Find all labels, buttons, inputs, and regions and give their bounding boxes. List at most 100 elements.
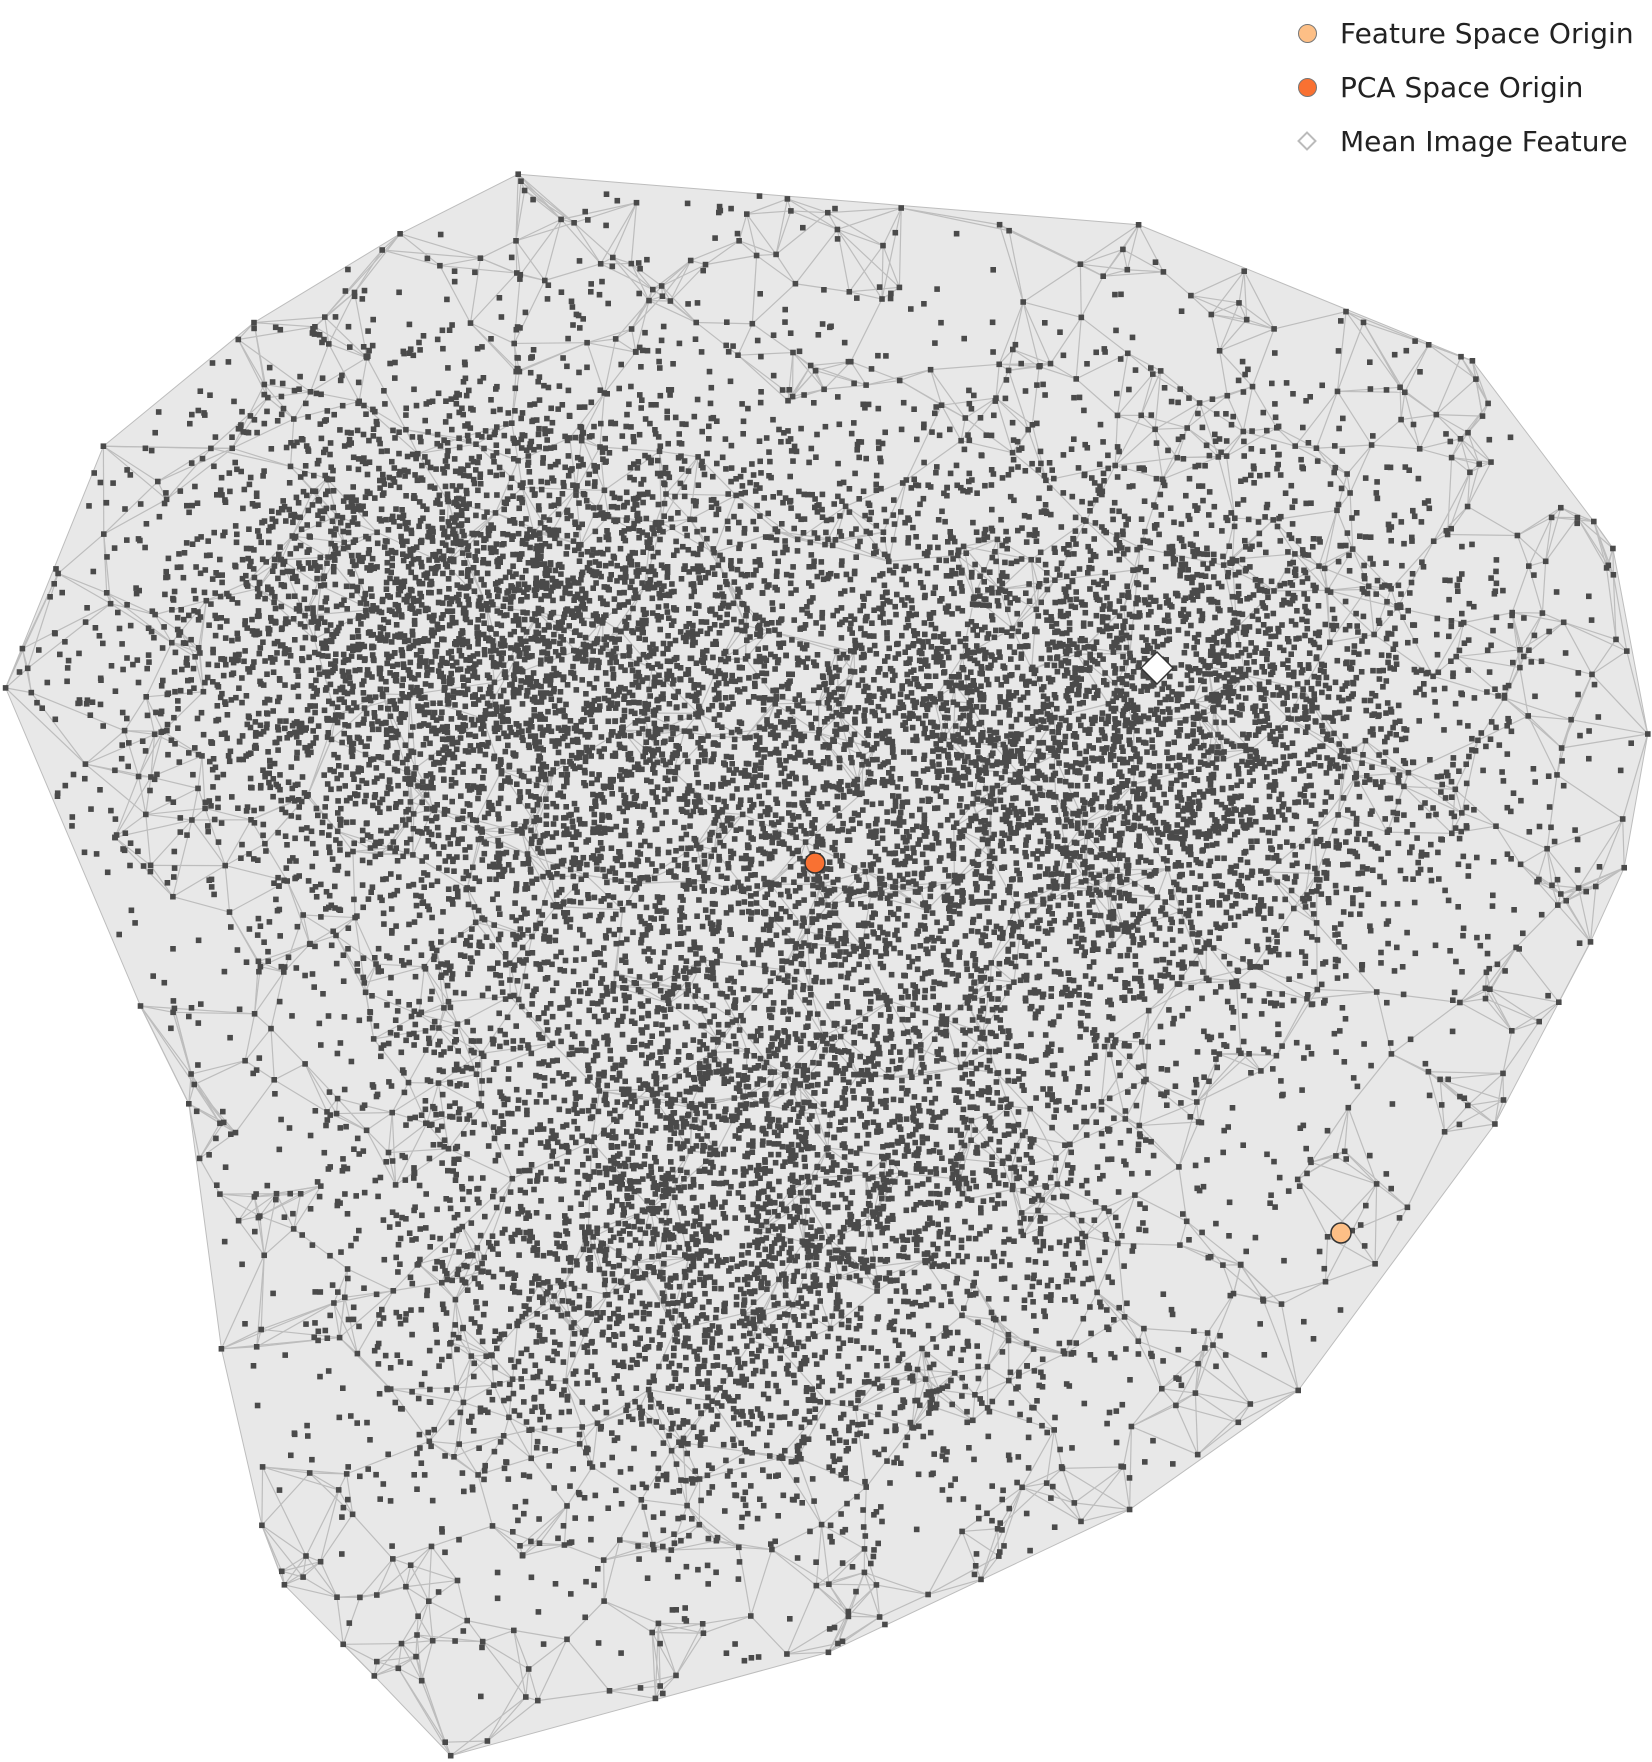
mesh-edge [1563, 621, 1617, 640]
mesh-edge [1387, 831, 1452, 834]
scatter-point [1370, 667, 1376, 674]
mesh-edge [1316, 922, 1378, 993]
mesh-edge [990, 923, 1022, 964]
scatter-point [842, 503, 849, 510]
mesh-edge [470, 272, 518, 324]
scatter-point [612, 336, 619, 342]
scatter-point [749, 320, 756, 327]
scatter-point [1341, 1148, 1348, 1155]
scatter-point [456, 435, 462, 441]
scatter-point [1216, 348, 1223, 354]
mesh-edge [1240, 1264, 1282, 1305]
scatter-point [740, 1094, 746, 1100]
mesh-edge [1023, 301, 1082, 319]
mesh-edge [805, 792, 863, 843]
scatter-point [717, 1342, 723, 1349]
scatter-point [655, 1620, 662, 1627]
scatter-point [726, 1190, 732, 1197]
mesh-edge [1545, 507, 1562, 562]
scatter-point [1304, 724, 1311, 730]
scatter-point [753, 252, 760, 259]
scatter-point [1465, 667, 1471, 673]
scatter-point [773, 693, 780, 699]
mesh-edge [199, 1158, 221, 1195]
scatter-point [459, 550, 466, 556]
scatter-point [422, 966, 429, 972]
mesh-edge [387, 1112, 393, 1153]
scatter-point [739, 811, 746, 818]
scatter-point [565, 1108, 572, 1114]
mesh-edge [620, 631, 653, 669]
mesh-edge [1343, 756, 1409, 774]
mesh-edge [1401, 414, 1437, 421]
scatter-point [898, 205, 904, 211]
mesh-edge [1055, 796, 1085, 824]
mesh-edge [157, 447, 212, 483]
scatter-point [354, 1350, 361, 1357]
scatter-point [720, 1441, 727, 1448]
scatter-point [824, 1131, 831, 1138]
mesh-edge [1056, 1144, 1071, 1185]
scatter-point [828, 679, 835, 685]
scatter-point [1202, 1345, 1208, 1351]
mesh-edge [689, 1107, 694, 1152]
scatter-point [1397, 384, 1403, 391]
scatter-point [1030, 1346, 1037, 1352]
scatter-point [914, 1182, 921, 1189]
scatter-point [89, 699, 96, 705]
scatter-point [291, 416, 297, 422]
scatter-point [343, 1471, 350, 1477]
scatter-point [569, 466, 575, 472]
scatter-point [1204, 1330, 1211, 1336]
scatter-point [921, 914, 928, 920]
mesh-edge [1471, 360, 1489, 404]
mesh-edge [1439, 1078, 1496, 1125]
scatter-point [915, 1103, 922, 1109]
scatter-point [887, 295, 894, 302]
scatter-point [374, 1658, 380, 1665]
scatter-point [1174, 454, 1181, 461]
scatter-point [902, 1171, 908, 1178]
scatter-point [1120, 246, 1126, 253]
mesh-edge [401, 1615, 419, 1644]
mesh-edge [581, 436, 601, 448]
mesh-edge [459, 1435, 504, 1445]
scatter-point [877, 1012, 884, 1018]
mesh-edge [333, 1290, 394, 1304]
scatter-point [345, 266, 351, 273]
scatter-point [1270, 517, 1276, 523]
scatter-point [1073, 376, 1079, 382]
scatter-point [191, 1081, 197, 1088]
scatter-point [556, 1106, 563, 1113]
mesh-edge [1459, 988, 1491, 1004]
scatter-point [297, 373, 303, 380]
mesh-edge [1403, 785, 1453, 834]
mesh-edge [260, 966, 284, 973]
mesh-edge [302, 1576, 338, 1598]
scatter-point [660, 1510, 666, 1517]
mesh-edge [1460, 403, 1489, 440]
scatter-point [171, 874, 177, 880]
mesh-edge [1212, 1293, 1235, 1346]
mesh-edge [1432, 675, 1505, 699]
mesh-edge [458, 1337, 492, 1356]
mesh-edge [481, 832, 523, 840]
scatter-point [1539, 610, 1546, 616]
mesh-edge [990, 978, 1014, 983]
scatter-point [1083, 774, 1089, 780]
scatter-point [1191, 1089, 1198, 1096]
scatter-point [825, 1649, 832, 1656]
mesh-edge [587, 1231, 636, 1264]
scatter-point [517, 1543, 523, 1549]
scatter-point [515, 171, 521, 177]
mesh-edge [150, 864, 174, 898]
mesh-edge [283, 943, 311, 973]
scatter-point [744, 1048, 750, 1054]
mesh-edge [866, 369, 931, 386]
scatter-point [809, 830, 815, 836]
mesh-edge [921, 1348, 927, 1380]
scatter-point [536, 1281, 542, 1288]
mesh-edge [456, 1580, 468, 1621]
scatter-point [1020, 299, 1026, 305]
mesh-edge [538, 612, 577, 652]
